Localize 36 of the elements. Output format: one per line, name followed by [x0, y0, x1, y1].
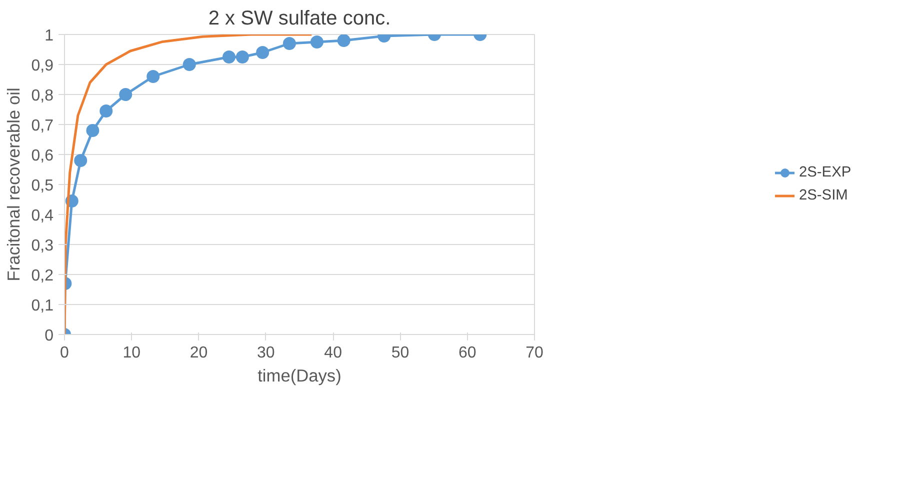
point: [256, 46, 270, 59]
point: [182, 58, 196, 71]
y-tick-label: 0,9: [31, 58, 54, 74]
x-tick-label: 30: [257, 344, 275, 362]
y-tick-label: 1: [44, 28, 54, 44]
y-tick-label: 0,6: [31, 148, 54, 164]
y-tick-label: 0,3: [31, 238, 54, 254]
y-tick-label: 0,1: [31, 298, 54, 314]
y-tick-label: 0,2: [31, 268, 54, 284]
point: [74, 154, 88, 167]
y-tick-label: 0,8: [31, 88, 54, 104]
y-tick-label: 0,7: [31, 118, 54, 134]
x-tick-label: 50: [391, 344, 410, 362]
chart-title: 2 x SW sulfate conc.: [208, 8, 391, 30]
point: [100, 104, 113, 118]
point: [222, 50, 236, 64]
legend-label: 2S-EXP: [799, 164, 852, 180]
point: [337, 34, 350, 47]
y-axis-title: Fracitonal recoverable oil: [3, 88, 24, 282]
x-tick-label: 40: [324, 344, 342, 362]
point: [310, 36, 324, 48]
point: [146, 70, 160, 83]
point: [236, 50, 249, 64]
x-tick-label: 70: [526, 344, 544, 362]
x-tick-label: 10: [122, 344, 141, 362]
point: [86, 124, 100, 137]
y-tick-label: 0,5: [31, 178, 54, 194]
point: [282, 37, 296, 50]
y-tick-label: 0: [44, 328, 54, 344]
point: [119, 88, 132, 101]
x-axis-title: time(Days): [258, 366, 342, 386]
y-tick-label: 0,4: [31, 208, 54, 224]
x-tick-label: 60: [458, 344, 476, 362]
legend-label: 2S-SIM: [799, 188, 849, 204]
x-tick-label: 0: [60, 344, 70, 362]
x-tick-label: 20: [190, 344, 208, 362]
